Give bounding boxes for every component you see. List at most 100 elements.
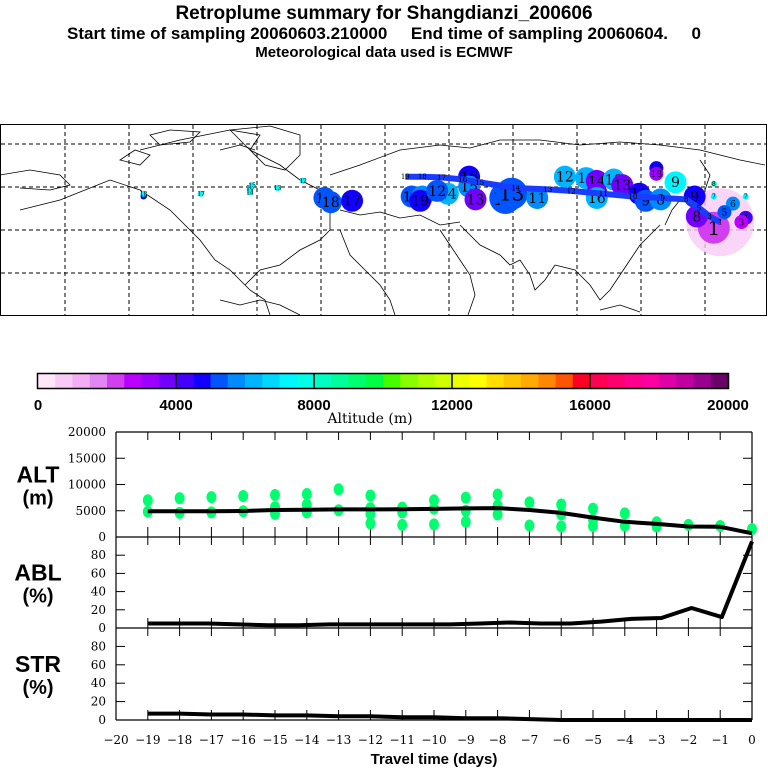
track-point-label: 17 xyxy=(437,174,446,182)
plume-cluster-label: 12 xyxy=(428,184,446,200)
x-axis-title: Travel time (days) xyxy=(371,751,498,768)
altitude-cluster-dot xyxy=(301,487,312,500)
str-panel: 80 60 40 20 0 STR(%) xyxy=(15,628,753,727)
y-tick-label: 40 xyxy=(91,585,106,599)
series-line xyxy=(147,506,753,536)
altitude-colorbar: 0 4000 8000 12000 16000 20000 Altitude (m) xyxy=(34,372,749,427)
colorbar-cell xyxy=(314,374,332,388)
altitude-cluster-dot xyxy=(270,489,280,501)
colorbar-cell xyxy=(486,374,505,388)
plume-cluster-label: 7 xyxy=(744,194,748,201)
track-point-label: 9 xyxy=(661,194,665,202)
altitude-cluster-dot xyxy=(333,483,344,496)
plume-cluster: 15 xyxy=(248,182,256,189)
plume-cluster-label: 6 xyxy=(730,200,736,210)
altitude-cluster-dot xyxy=(588,502,598,515)
plume-cluster: 18 xyxy=(319,191,342,214)
coastline-segment xyxy=(19,179,271,316)
x-tick-label: −17 xyxy=(199,733,224,747)
coastline-segment xyxy=(119,149,151,166)
coastline-segment xyxy=(664,199,681,226)
track-point-label: 14 xyxy=(511,185,520,193)
x-tick-label: −9 xyxy=(457,733,475,747)
y-tick-label: 0 xyxy=(98,530,106,544)
y-tick-label: 0 xyxy=(98,713,106,727)
colorbar-cell xyxy=(176,374,194,388)
plume-cluster: 11 xyxy=(526,186,549,209)
plume-cluster-label: 18 xyxy=(140,191,148,198)
altitude-cluster-dot xyxy=(556,498,567,511)
coastline-segment xyxy=(219,299,301,316)
altitude-cluster-dot xyxy=(174,492,185,505)
colorbar-cell xyxy=(227,374,246,388)
x-tick-label: −11 xyxy=(390,733,415,747)
plume-cluster-circle xyxy=(274,185,281,192)
plume-cluster-circle xyxy=(649,166,664,181)
y-tick-label: 10000 xyxy=(68,478,106,492)
plume-cluster: 8 xyxy=(710,180,717,188)
colorbar-cell xyxy=(279,374,298,388)
panel-label: ABL xyxy=(14,560,61,586)
series-line xyxy=(147,711,752,722)
coastline-segment xyxy=(149,129,201,146)
plume-cluster-circle xyxy=(664,171,687,194)
map-panel: 1413119181716151914121615131112111410131… xyxy=(0,124,767,316)
x-tick-label: −13 xyxy=(326,733,351,747)
colorbar-cell xyxy=(538,374,556,388)
colorbar-cell xyxy=(400,374,418,388)
x-tick-label: −2 xyxy=(680,733,698,747)
x-tick-label: −3 xyxy=(648,733,666,747)
plume-cluster-label: 18 xyxy=(651,170,663,180)
colorbar-cell xyxy=(590,374,608,388)
plume-cluster-label: 16 xyxy=(246,185,254,192)
x-tick-label: −6 xyxy=(552,733,570,747)
plume-cluster-label: 18 xyxy=(322,195,340,211)
plume-cluster: 13 xyxy=(464,188,487,211)
colorbar-cell xyxy=(107,374,125,388)
altitude-cluster-dot xyxy=(460,491,471,504)
plume-cluster-circle xyxy=(300,177,307,184)
panel-unit: (%) xyxy=(22,677,53,699)
colorbar-cell xyxy=(348,374,367,388)
track-point-label: 18 xyxy=(418,173,427,181)
x-tick-label: −8 xyxy=(489,733,507,747)
colorbar-cell xyxy=(72,374,91,388)
plume-cluster-label: 13 xyxy=(613,178,631,194)
y-tick-label: 20000 xyxy=(68,425,106,439)
plume-cluster-label: 17 xyxy=(343,194,361,210)
plume-cluster: 7 xyxy=(742,193,749,201)
coastline-segment xyxy=(329,139,766,176)
series-line xyxy=(147,540,754,628)
track-point-label: 13 xyxy=(543,186,552,194)
coastline-segment xyxy=(229,125,301,171)
colorbar-cell xyxy=(141,374,160,388)
track-point-label: 19 xyxy=(401,173,410,181)
colorbar-cell xyxy=(331,374,349,388)
x-tick-label: −7 xyxy=(521,733,539,747)
colorbar-cell xyxy=(124,374,142,388)
plume-cluster: 19 xyxy=(409,189,432,212)
x-tick-label: −18 xyxy=(167,733,192,747)
altitude-cluster-dot xyxy=(524,496,535,509)
plume-cluster: 12 xyxy=(553,165,576,188)
panel-unit: (%) xyxy=(22,586,53,608)
y-tick-label: 15000 xyxy=(68,451,106,465)
x-tick-label: −1 xyxy=(711,733,729,747)
colorbar-cell xyxy=(38,374,56,388)
plume-cluster-circle xyxy=(734,215,749,230)
altitude-cluster-dot xyxy=(429,494,439,507)
colorbar-cell xyxy=(262,374,280,388)
plume-cluster: 3 xyxy=(734,215,749,230)
colorbar-cell xyxy=(469,374,487,388)
coastline-segment xyxy=(0,169,71,191)
coastline-segment xyxy=(699,159,711,191)
track-point-label: 3 xyxy=(707,213,711,221)
altitude-cluster-dot xyxy=(429,518,439,531)
altitude-cluster-dot xyxy=(619,507,630,520)
y-tick-label: 80 xyxy=(91,548,106,562)
plume-cluster-label: 8 xyxy=(712,181,716,188)
plume-cluster: 13 xyxy=(611,174,634,197)
colorbar-cell xyxy=(452,374,470,388)
colorbar-tick-label: 16000 xyxy=(569,397,611,414)
